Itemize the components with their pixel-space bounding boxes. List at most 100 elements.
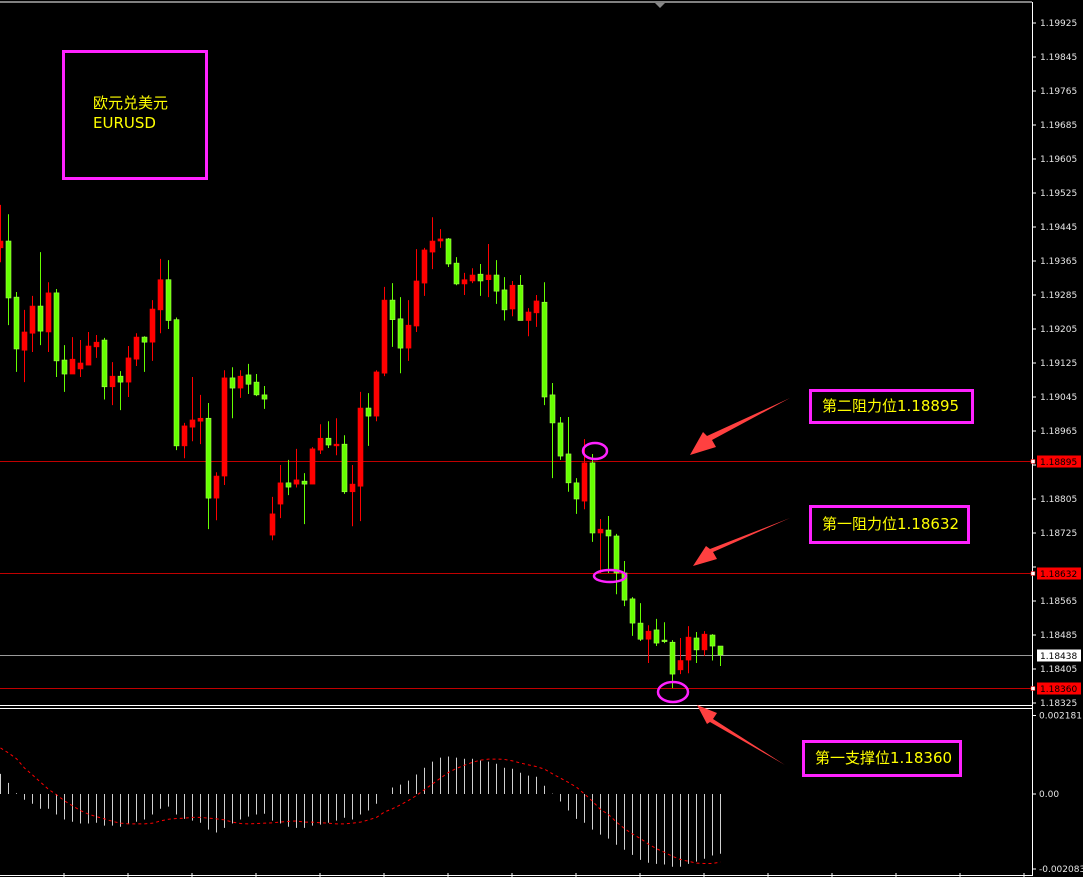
candle xyxy=(341,435,348,494)
resistance-2-text: 第二阻力位1.18895 xyxy=(822,397,960,415)
candle xyxy=(661,622,668,644)
candle xyxy=(149,300,156,361)
arrow-icon xyxy=(693,518,790,566)
level-price-tag xyxy=(1037,649,1081,662)
candle-body xyxy=(37,305,44,332)
candle xyxy=(269,496,276,541)
arrow-icon xyxy=(690,398,790,455)
candle xyxy=(509,280,516,317)
candle xyxy=(13,292,20,372)
level-price-label: 1.18438 xyxy=(1040,652,1077,662)
price-tick-label: 1.19605 xyxy=(1040,155,1077,165)
candle xyxy=(397,297,404,374)
candle-body xyxy=(493,274,500,292)
level-handle-icon[interactable] xyxy=(1030,459,1036,464)
candle xyxy=(645,625,652,664)
candle-body xyxy=(205,417,212,499)
price-tick-label: 1.19045 xyxy=(1040,393,1077,403)
candle-body xyxy=(77,362,84,370)
candle xyxy=(213,472,220,521)
resistance-1-text: 第一阻力位1.18632 xyxy=(822,515,960,533)
candle xyxy=(309,447,316,485)
candle-body xyxy=(373,371,380,417)
candle xyxy=(197,394,204,445)
candle-body xyxy=(341,443,348,493)
candles xyxy=(0,204,724,689)
candle-body xyxy=(541,301,548,398)
candle xyxy=(605,516,612,573)
level-handle-icon[interactable] xyxy=(1030,686,1036,691)
candle-body xyxy=(189,419,196,428)
macd-signal-line xyxy=(0,747,721,864)
candle-body xyxy=(549,394,556,424)
candle-body xyxy=(573,482,580,500)
candle xyxy=(165,260,172,329)
price-tick-label: 1.18485 xyxy=(1040,631,1077,641)
candle xyxy=(229,367,236,419)
candle xyxy=(597,518,604,573)
candle-body xyxy=(669,641,676,675)
candle-body xyxy=(645,630,652,640)
candle-body xyxy=(165,279,172,321)
candle-body xyxy=(317,437,324,451)
price-tick-label: 1.18405 xyxy=(1040,665,1077,675)
candle xyxy=(485,244,492,298)
resistance-1-label: 第一阻力位1.18632 xyxy=(809,505,970,544)
chart-frame xyxy=(0,1,1033,876)
candle-body xyxy=(157,279,164,311)
candle-body xyxy=(213,475,220,499)
candle xyxy=(389,283,396,347)
candle-body xyxy=(293,479,300,485)
candle xyxy=(677,637,684,675)
candle xyxy=(405,300,412,361)
candle-body xyxy=(709,634,716,647)
candle-body xyxy=(269,513,276,536)
macd-tick-label: 0.002181 xyxy=(1039,711,1082,721)
candle xyxy=(381,286,388,377)
candle xyxy=(221,370,228,485)
candle xyxy=(277,465,284,519)
price-tick-label: 1.19925 xyxy=(1040,19,1077,29)
candle xyxy=(93,334,100,358)
candle-body xyxy=(597,528,604,534)
candle xyxy=(101,337,108,400)
candle-body xyxy=(181,425,188,447)
candle-body xyxy=(85,345,92,366)
candle-body xyxy=(45,292,52,333)
candle xyxy=(245,363,252,395)
candle xyxy=(589,453,596,542)
candle-body xyxy=(661,639,668,642)
candle-body xyxy=(533,300,540,314)
candle xyxy=(173,317,180,451)
candle xyxy=(365,393,372,446)
price-tick-label: 1.18965 xyxy=(1040,427,1077,437)
candle xyxy=(317,424,324,454)
candle xyxy=(237,370,244,398)
candle-body xyxy=(173,319,180,447)
level-price-tag xyxy=(1037,567,1081,580)
candle xyxy=(325,421,332,448)
level-price-tag xyxy=(1037,682,1081,695)
candle xyxy=(533,295,540,327)
candle-body xyxy=(229,377,236,389)
level-price-label: 1.18632 xyxy=(1040,570,1077,580)
candle-body xyxy=(517,284,524,321)
candle-body xyxy=(717,645,724,656)
candle xyxy=(301,473,308,525)
candle-body xyxy=(101,339,108,388)
candle-body xyxy=(525,311,532,321)
candle-body xyxy=(397,318,404,349)
candle xyxy=(29,295,36,352)
candle-body xyxy=(309,448,316,485)
support-1-circle xyxy=(656,680,690,704)
candle-body xyxy=(581,462,588,502)
scroll-marker-icon[interactable] xyxy=(655,3,665,8)
candle xyxy=(189,377,196,442)
level-handle-icon[interactable] xyxy=(1030,571,1036,576)
symbol-name-cn: 欧元兑美元 xyxy=(93,94,169,112)
candle-body xyxy=(653,629,660,644)
candle xyxy=(253,374,260,397)
candle-body xyxy=(477,273,484,282)
candle xyxy=(157,258,164,334)
